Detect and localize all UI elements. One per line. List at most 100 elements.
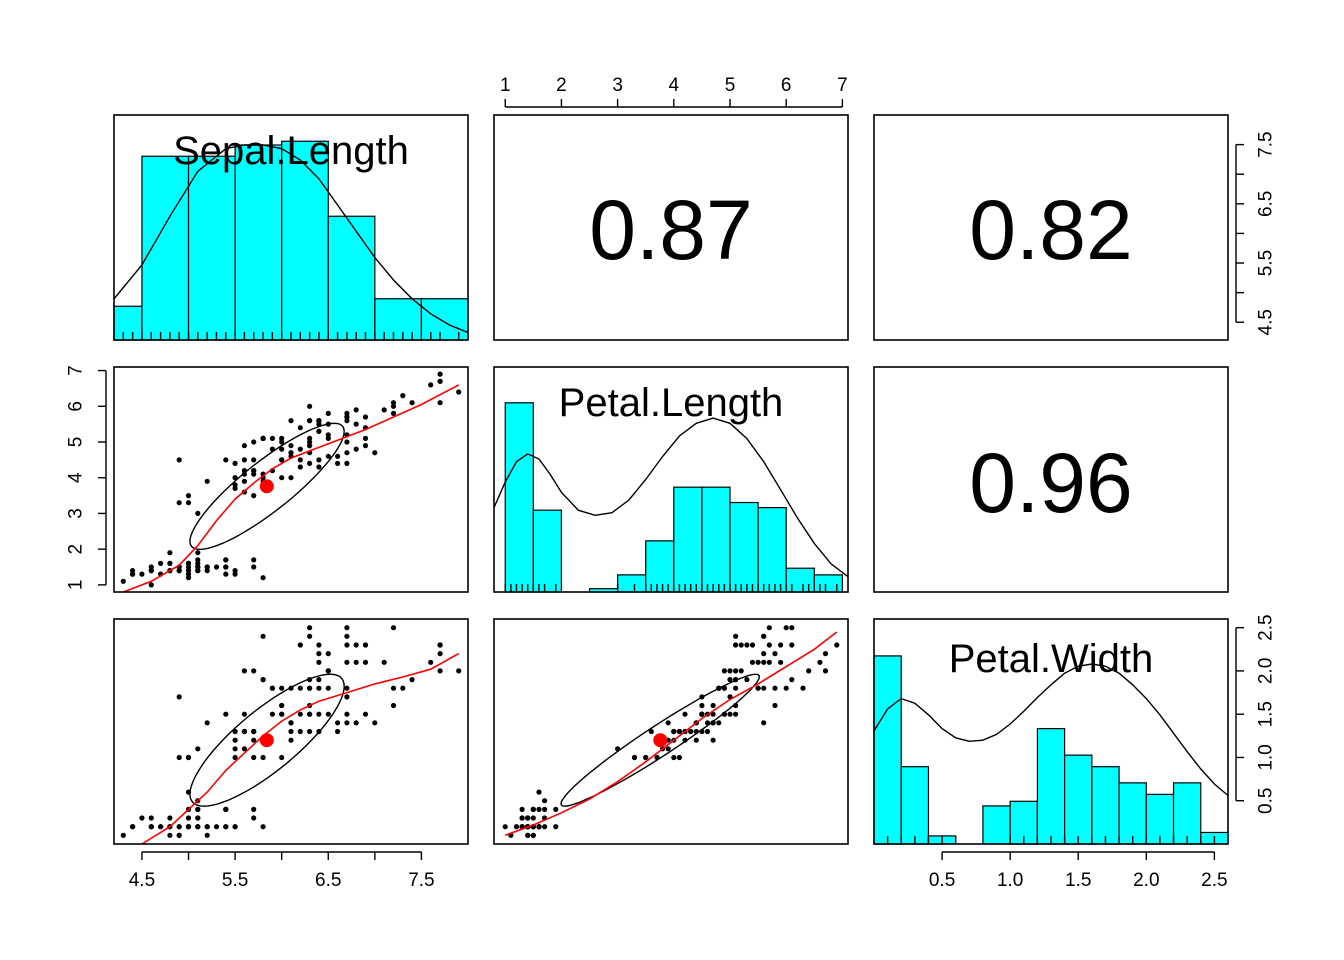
scatter-point-petal-length-vs-sepal-length <box>223 571 229 577</box>
scatter-point-petal-width-vs-petal-length <box>721 668 728 674</box>
histogram-bar-petal-width <box>982 805 1011 845</box>
histogram-bar-petal-length <box>532 509 563 593</box>
scatter-point-petal-length-vs-sepal-length <box>316 457 322 463</box>
scatter-point-petal-width-vs-petal-length <box>761 685 767 691</box>
scatter-point-petal-width-vs-petal-length <box>536 806 542 813</box>
scatter-point-petal-width-vs-sepal-length <box>251 728 257 735</box>
scatter-point-petal-length-vs-sepal-length <box>185 575 192 581</box>
scatter-point-petal-length-vs-sepal-length <box>176 500 182 506</box>
tick-label-right-sepal-length: 7.5 <box>1256 131 1277 157</box>
scatter-point-petal-width-vs-petal-length <box>671 754 677 761</box>
scatter-point-petal-width-vs-petal-length <box>631 754 638 761</box>
scatter-point-petal-length-vs-sepal-length <box>307 418 313 424</box>
panel-frame-r1-c0 <box>113 366 469 593</box>
tick-label-right-petal-width: 1.0 <box>1256 744 1277 770</box>
scatter-point-petal-length-vs-sepal-length <box>185 500 192 506</box>
tick-label-right-petal-width: 0.5 <box>1256 788 1277 814</box>
scatter-point-petal-length-vs-sepal-length <box>260 575 266 581</box>
correlation-ellipse-petal-width-vs-sepal-length <box>189 673 345 807</box>
panel-frame-r0-c0 <box>113 114 469 341</box>
histogram-bar-sepal-length <box>374 298 423 341</box>
scatter-point-petal-length-vs-sepal-length <box>167 550 173 556</box>
scatter-point-petal-width-vs-petal-length <box>766 625 772 631</box>
scatter-point-petal-width-vs-sepal-length <box>372 720 378 726</box>
scatter-point-petal-width-vs-petal-length <box>789 625 795 631</box>
scatter-point-petal-width-vs-petal-length <box>778 642 784 648</box>
scatter-point-petal-width-vs-sepal-length <box>437 651 443 657</box>
correlation-ellipse-petal-length-vs-sepal-length <box>189 422 345 551</box>
scatter-point-petal-length-vs-sepal-length <box>372 450 378 456</box>
correlation-label-sepal-petal-length: 0.87 <box>589 183 753 277</box>
histogram-bar-sepal-length <box>113 305 143 341</box>
histogram-bar-petal-length <box>757 507 787 593</box>
scatter-point-petal-width-vs-petal-length <box>710 737 716 743</box>
scatter-point-petal-width-vs-sepal-length <box>241 711 247 717</box>
scatter-point-petal-width-vs-sepal-length <box>297 728 303 735</box>
scatter-point-petal-length-vs-sepal-length <box>195 550 201 556</box>
scatter-point-petal-width-vs-sepal-length <box>130 824 136 830</box>
scatter-point-petal-width-vs-sepal-length <box>223 806 229 813</box>
scatter-point-petal-length-vs-sepal-length <box>251 557 257 563</box>
scatter-point-petal-width-vs-sepal-length <box>344 694 350 700</box>
tick-label-bottom-sepal-length: 5.5 <box>222 870 248 891</box>
scatter-point-petal-length-vs-sepal-length <box>316 421 322 427</box>
scatter-point-petal-width-vs-sepal-length <box>120 832 126 838</box>
scatter-point-petal-width-vs-petal-length <box>834 642 840 648</box>
scatter-point-petal-length-vs-sepal-length <box>297 457 303 463</box>
tick-label-right-sepal-length: 6.5 <box>1256 191 1277 217</box>
panel-frame-r1-c1 <box>493 366 849 593</box>
scatter-point-petal-length-vs-sepal-length <box>316 428 322 434</box>
scatter-point-petal-length-vs-sepal-length <box>307 439 313 445</box>
scatter-point-petal-length-vs-sepal-length <box>288 450 294 456</box>
centroid-dot-petal-width-vs-sepal-length <box>259 733 274 748</box>
scatter-point-petal-width-vs-petal-length <box>682 711 688 717</box>
smooth-line-petal-length-vs-sepal-length <box>123 384 460 593</box>
histogram-bar-sepal-length <box>234 144 283 341</box>
scatter-point-petal-width-vs-petal-length <box>733 642 739 648</box>
variable-name-petal-length: Petal.Length <box>559 381 784 425</box>
histogram-bar-petal-length <box>673 486 703 593</box>
scatter-point-petal-width-vs-petal-length <box>766 642 772 648</box>
histogram-bar-sepal-length <box>420 298 469 341</box>
scatter-point-petal-length-vs-sepal-length <box>288 418 294 424</box>
scatter-point-petal-width-vs-sepal-length <box>260 633 266 639</box>
scatter-point-petal-width-vs-sepal-length <box>325 685 331 691</box>
scatter-point-petal-width-vs-petal-length <box>727 711 733 717</box>
scatter-point-petal-width-vs-petal-length <box>744 642 750 648</box>
scatter-point-petal-width-vs-petal-length <box>822 668 829 674</box>
scatter-point-petal-width-vs-petal-length <box>789 642 795 648</box>
tick-label-bottom-petal-width: 1.5 <box>1065 870 1091 891</box>
variable-name-petal-width: Petal.Width <box>949 637 1154 681</box>
scatter-point-petal-width-vs-sepal-length <box>279 702 285 709</box>
correlation-ellipse-petal-width-vs-petal-length <box>560 673 761 807</box>
scatter-point-petal-width-vs-sepal-length <box>390 625 397 631</box>
scatter-point-petal-width-vs-sepal-length <box>400 685 406 691</box>
scatter-point-petal-width-vs-sepal-length <box>260 754 266 761</box>
scatter-point-petal-width-vs-sepal-length <box>316 711 322 717</box>
scatter-point-petal-width-vs-petal-length <box>772 702 778 709</box>
scatter-point-petal-length-vs-sepal-length <box>279 457 285 463</box>
scatter-point-petal-length-vs-sepal-length <box>316 464 322 470</box>
scatter-point-petal-width-vs-petal-length <box>525 832 531 838</box>
scatter-point-petal-width-vs-sepal-length <box>251 815 257 821</box>
scatter-point-petal-width-vs-petal-length <box>676 728 683 735</box>
density-curve-petal-width <box>873 663 1229 797</box>
scatter-point-petal-width-vs-sepal-length <box>260 824 266 830</box>
scatter-point-petal-width-vs-sepal-length <box>307 728 313 735</box>
scatter-point-petal-width-vs-sepal-length <box>428 659 434 665</box>
histogram-bar-petal-length <box>645 540 675 593</box>
scatter-point-petal-width-vs-petal-length <box>542 806 548 813</box>
scatter-point-petal-width-vs-petal-length <box>733 668 739 674</box>
scatter-point-petal-width-vs-sepal-length <box>176 754 182 761</box>
scatter-point-petal-length-vs-sepal-length <box>353 446 359 452</box>
scatter-point-petal-length-vs-sepal-length <box>120 578 126 584</box>
scatter-point-petal-width-vs-sepal-length <box>325 651 331 657</box>
scatter-point-petal-length-vs-sepal-length <box>279 446 285 452</box>
scatter-point-petal-width-vs-petal-length <box>542 798 548 804</box>
scatter-point-petal-width-vs-sepal-length <box>223 824 229 830</box>
scatter-point-petal-width-vs-petal-length <box>688 728 694 735</box>
scatter-point-petal-width-vs-petal-length <box>710 720 716 726</box>
scatter-point-petal-width-vs-sepal-length <box>344 711 350 717</box>
scatter-point-petal-width-vs-petal-length <box>648 728 654 735</box>
